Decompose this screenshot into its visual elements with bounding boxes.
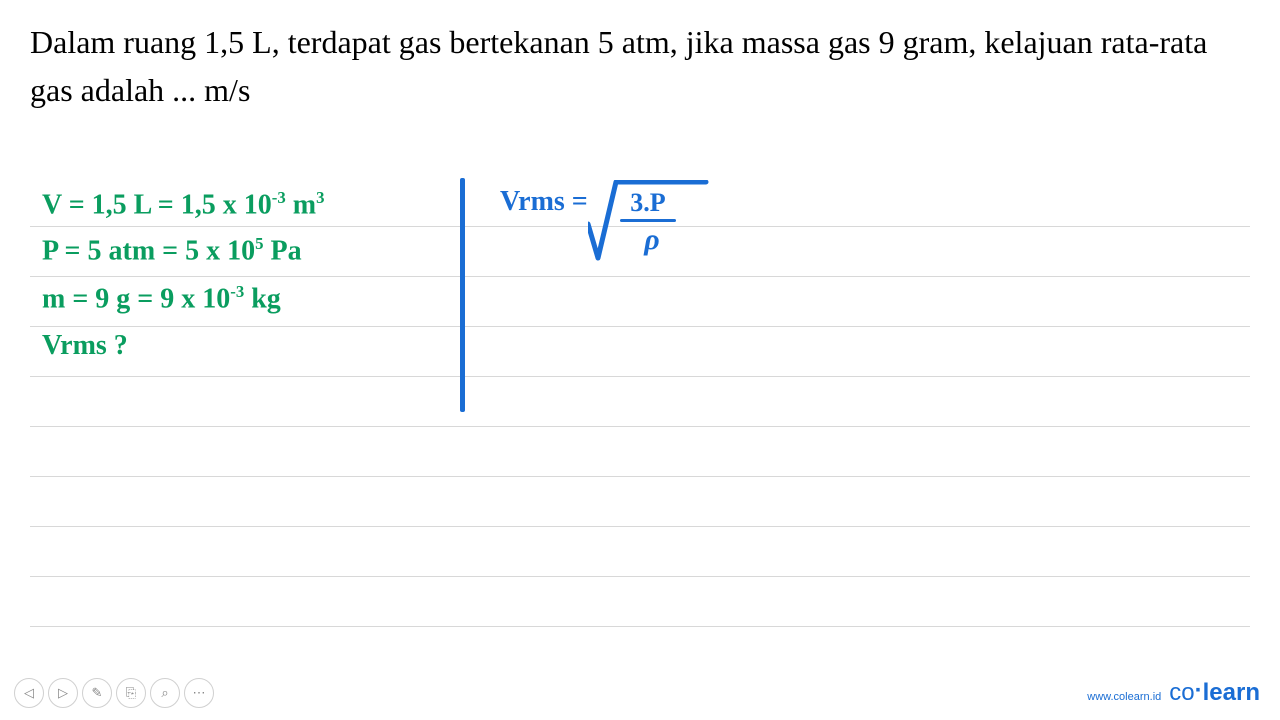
brand-url: www.colearn.id [1087,691,1161,703]
clipboard-button[interactable]: ⎘ [116,678,146,708]
given-data-line-3: Vrms ? [42,330,128,362]
rule-line [30,576,1250,577]
brand-logo-bold: learn [1203,679,1260,706]
given-data-line-1: P = 5 atm = 5 x 105 Pa [42,234,302,267]
vertical-divider [460,178,465,412]
formula-label: Vrms = [500,186,588,217]
zoom-button[interactable]: ⌕ [150,678,180,708]
pen-button[interactable]: ✎ [82,678,112,708]
brand-logo-dot: · [1195,677,1203,704]
formula-vrms: Vrms = 3.P ρ [500,186,588,218]
rule-line [30,426,1250,427]
given-data-line-0: V = 1,5 L = 1,5 x 10-3 m3 [42,188,324,221]
formula-numerator: 3.P [620,190,676,216]
rule-line [30,326,1250,327]
fraction-bar [620,219,676,222]
question-text: Dalam ruang 1,5 L, terdapat gas bertekan… [0,0,1280,124]
rule-line [30,526,1250,527]
bottom-bar: ◁▷✎⎘⌕⋯ www.colearn.id co·learn [0,672,1280,720]
rule-line [30,276,1250,277]
brand-logo: co·learn [1169,679,1260,707]
given-data-line-2: m = 9 g = 9 x 10-3 kg [42,282,281,315]
toolbar: ◁▷✎⎘⌕⋯ [14,678,214,708]
brand-logo-thin: co [1169,679,1194,706]
prev-button[interactable]: ◁ [14,678,44,708]
more-button[interactable]: ⋯ [184,678,214,708]
next-button[interactable]: ▷ [48,678,78,708]
formula-denominator: ρ [620,225,676,255]
rule-line [30,376,1250,377]
rule-line [30,626,1250,627]
formula-fraction: 3.P ρ [620,190,676,255]
brand-block: www.colearn.id co·learn [1087,679,1260,707]
rule-line [30,476,1250,477]
